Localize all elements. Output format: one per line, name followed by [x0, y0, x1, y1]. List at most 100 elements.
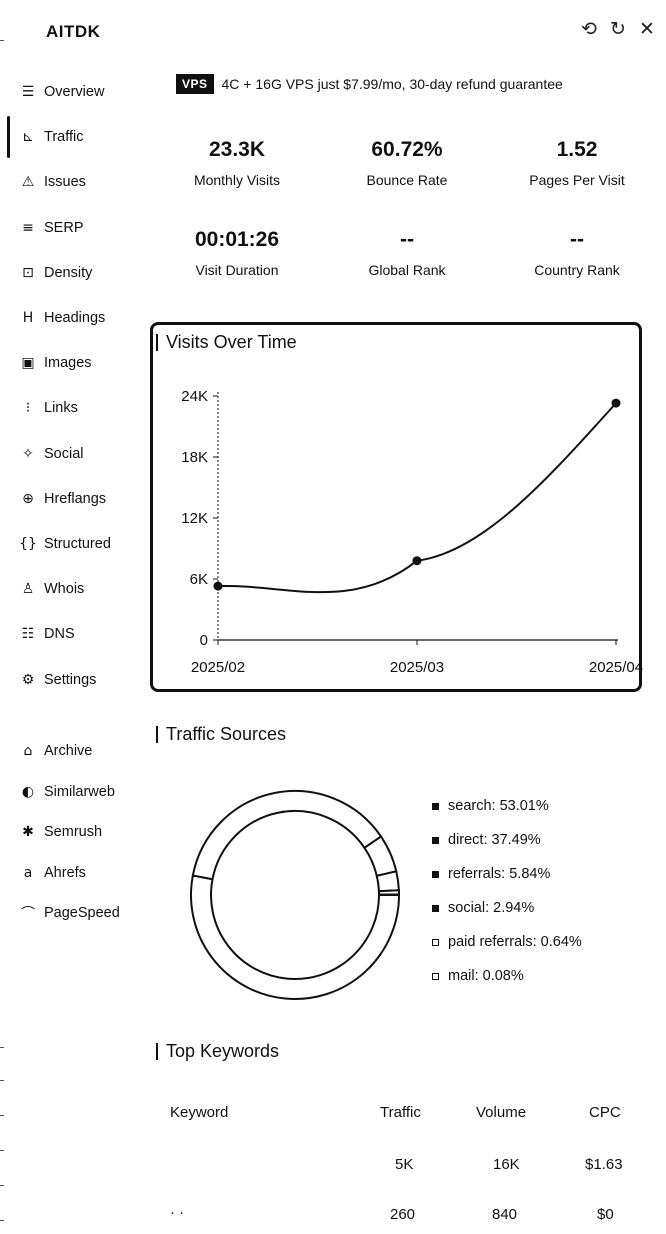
similarweb-icon: ◐ [21, 783, 35, 800]
sidebar-item-dns[interactable]: ☷ DNS [18, 621, 75, 647]
sidebar-item-label: Overview [44, 84, 105, 100]
legend-label: social: 2.94% [448, 900, 535, 916]
cell-cpc: $1.63 [585, 1156, 623, 1173]
legend-item[interactable]: search: 53.01% [432, 798, 549, 814]
y-tick-label: 18K [181, 449, 208, 466]
sidebar-item-hreflangs[interactable]: ⊕ Hreflangs [18, 486, 106, 512]
sidebar-item-label: Traffic [44, 129, 84, 146]
sidebar-item-label: Ahrefs [44, 864, 86, 881]
col-header-volume[interactable]: Volume [476, 1104, 527, 1121]
sidebar-item-overview[interactable]: ☰ Overview [18, 79, 105, 105]
app-title: AITDK [46, 22, 101, 41]
stat-value: -- [570, 228, 584, 251]
active-indicator [7, 116, 10, 158]
legend-swatch [432, 802, 439, 810]
edge-tick [0, 1220, 4, 1221]
legend-swatch [432, 904, 439, 912]
stat-pages-per-visit: 1.52 Pages Per Visit [492, 138, 662, 188]
x-tick-label: 2025/04 [589, 659, 643, 676]
cell-cpc: $0 [597, 1206, 614, 1223]
edge-tick [0, 1185, 4, 1186]
pie-slice-search[interactable] [190, 874, 401, 1000]
server-icon: ☷ [21, 626, 35, 643]
x-tick-label: 2025/03 [390, 659, 444, 676]
y-tick-label: 24K [181, 388, 208, 405]
stat-label: Monthly Visits [193, 172, 281, 188]
legend-swatch [432, 836, 439, 844]
pie-slice-social[interactable] [375, 870, 400, 893]
cell-keyword[interactable]: · · [170, 1204, 185, 1221]
density-icon: ⊡ [22, 264, 34, 281]
legend-item[interactable]: mail: 0.08% [432, 968, 524, 984]
sidebar-item-issues[interactable]: ⚠ Issues [18, 169, 86, 195]
data-point [611, 398, 621, 408]
sidebar-item-density[interactable]: ⊡ Density [18, 260, 92, 286]
legend-swatch [432, 938, 439, 946]
stat-monthly-visits: 23.3K Monthly Visits [152, 138, 322, 188]
sidebar-item-headings[interactable]: H Headings [18, 305, 106, 331]
sidebar-item-structured[interactable]: {} Structured [18, 531, 111, 557]
close-icon[interactable]: ✕ [639, 19, 655, 40]
y-tick-label: 12K [181, 510, 208, 527]
warning-icon: ⚠ [21, 174, 35, 191]
sidebar-item-serp[interactable]: ≡ SERP [18, 215, 84, 241]
col-header-traffic[interactable]: Traffic [380, 1104, 421, 1121]
cell-traffic: 260 [390, 1206, 416, 1223]
sidebar-item-semrush[interactable]: ✱ Semrush [18, 819, 102, 845]
sidebar-item-traffic[interactable]: ⊾ Traffic [18, 124, 83, 150]
stat-value: 23.3K [208, 138, 266, 161]
globe-icon: ⊕ [22, 490, 34, 507]
stat-value: 60.72% [371, 138, 443, 161]
sidebar-item-ahrefs[interactable]: a Ahrefs [18, 860, 86, 886]
edge-tick [0, 1150, 4, 1151]
stat-label: Pages Per Visit [529, 172, 625, 188]
traffic-chart-icon: ⊾ [22, 129, 34, 146]
links-icon: ⁝ [25, 400, 31, 417]
sidebar-item-settings[interactable]: ⚙ Settings [18, 667, 97, 693]
vps-badge: VPS [176, 74, 214, 94]
legend-item[interactable]: direct: 37.49% [432, 832, 541, 848]
promo-banner[interactable]: VPS 4C + 16G VPS just $7.99/mo, 30-day r… [176, 74, 563, 94]
edge-tick [0, 40, 4, 41]
sidebar-item-label: Links [44, 400, 78, 417]
visits-chart-title: Visits Over Time [156, 332, 297, 353]
col-header-cpc[interactable]: CPC [589, 1104, 621, 1121]
cell-volume: 16K [493, 1156, 520, 1173]
sidebar-item-whois[interactable]: ♙ Whois [18, 576, 85, 602]
sidebar-item-label: Whois [44, 581, 85, 598]
serp-icon: ≡ [22, 219, 34, 236]
x-tick-label: 2025/02 [191, 659, 245, 676]
semrush-icon: ✱ [22, 824, 34, 840]
edge-tick [0, 1115, 4, 1116]
sidebar-item-images[interactable]: ▣ Images [18, 350, 91, 376]
sidebar-item-label: SERP [44, 219, 84, 236]
legend-item[interactable]: social: 2.94% [432, 900, 534, 916]
sidebar-item-label: Issues [44, 174, 86, 191]
sidebar-item-label: Settings [44, 671, 97, 688]
sidebar-item-label: Similarweb [44, 783, 115, 800]
stat-label: Country Rank [534, 262, 620, 278]
sidebar-item-links[interactable]: ⁝ Links [18, 395, 78, 421]
y-tick-label: 6K [190, 571, 208, 588]
legend-swatch [432, 972, 439, 980]
pie-slice-direct[interactable] [191, 790, 383, 881]
visits-line-chart: 0 6K 12K 18K 24K 2025/02 2025/03 2025/04 [181, 388, 643, 676]
col-header-keyword[interactable]: Keyword [170, 1104, 229, 1121]
sidebar-item-archive[interactable]: ⌂ Archive [18, 738, 93, 764]
edge-tick [0, 1047, 4, 1048]
sidebar-item-similarweb[interactable]: ◐ Similarweb [18, 779, 115, 805]
data-point [412, 556, 422, 566]
sidebar-item-pagespeed[interactable]: ⌒ PageSpeed [18, 900, 120, 926]
legend-item[interactable]: paid referrals: 0.64% [432, 934, 582, 950]
pin-icon[interactable]: ⟲ [581, 19, 597, 40]
sidebar-item-social[interactable]: ✧ Social [18, 441, 83, 467]
image-icon: ▣ [21, 355, 35, 372]
legend-item[interactable]: referrals: 5.84% [432, 866, 550, 882]
promo-text: 4C + 16G VPS just $7.99/mo, 30-day refun… [221, 76, 563, 92]
cell-volume: 840 [492, 1206, 518, 1223]
refresh-icon[interactable]: ↻ [610, 19, 626, 40]
pie-slice-mail[interactable] [377, 893, 401, 896]
legend-label: referrals: 5.84% [448, 866, 551, 882]
sidebar-item-label: Structured [44, 536, 111, 552]
speed-icon: ⌒ [21, 906, 35, 922]
